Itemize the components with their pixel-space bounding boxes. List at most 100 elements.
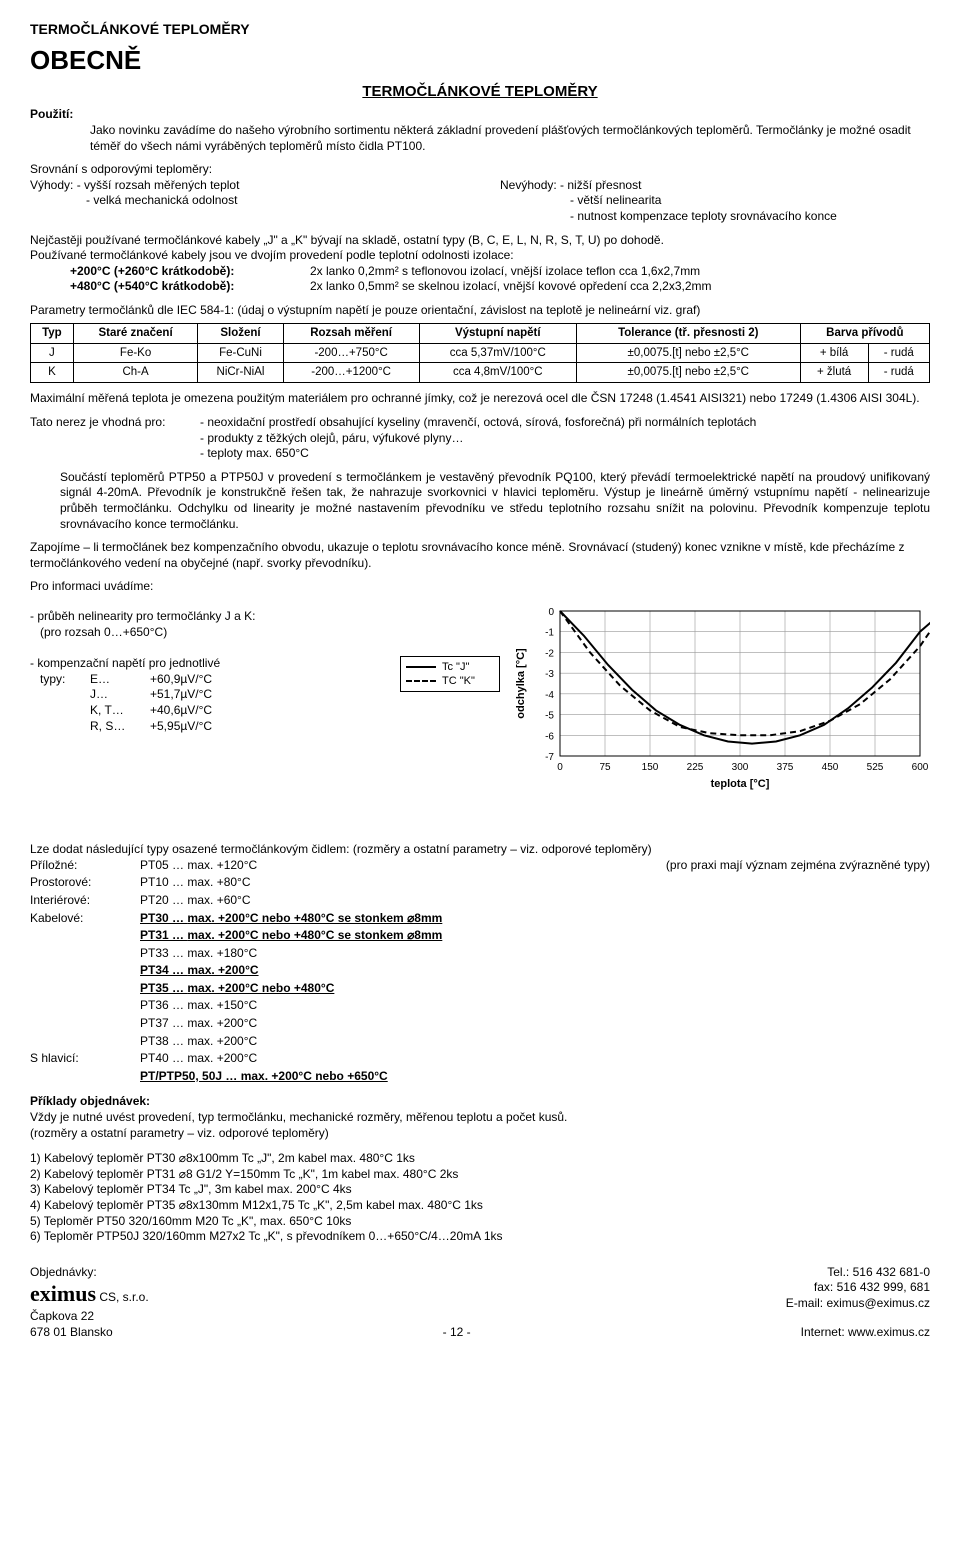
tabulka-intro: Parametry termočlánků dle IEC 584-1: (úd… <box>30 303 930 319</box>
pt-row: S hlavicí: PT40 … max. +200°C <box>30 1051 930 1067</box>
priklad-label: Příklady objednávek: <box>30 1094 930 1110</box>
table-cell: Ch-A <box>73 363 198 383</box>
svg-text:450: 450 <box>822 762 839 773</box>
pt-item: PT35 … max. +200°C nebo +480°C <box>140 981 334 997</box>
footer-page: - 12 - <box>443 1325 471 1341</box>
pt-row: PT/PTP50, 50J … max. +200°C nebo +650°C <box>30 1069 930 1085</box>
svg-text:0: 0 <box>548 607 554 618</box>
pt-row: Prostorové: PT10 … max. +80°C <box>30 875 930 891</box>
chart-legend: Tc "J"TC "K" <box>400 656 500 693</box>
kabely2: Používané termočlánkové kabely jsou ve d… <box>30 248 930 264</box>
nerez3: - teploty max. 650°C <box>200 446 756 462</box>
table-header: Složení <box>198 323 283 343</box>
svg-text:teplota [°C]: teplota [°C] <box>711 778 770 790</box>
table-cell: -200…+750°C <box>283 343 419 363</box>
pt-item: PT30 … max. +200°C nebo +480°C se stonke… <box>140 911 442 927</box>
kabely1: Nejčastěji používané termočlánkové kabel… <box>30 233 930 249</box>
pt-row: Příložné:PT05 … max. +120°C(pro praxi ma… <box>30 858 930 874</box>
pt-category <box>30 946 120 962</box>
pt-category: Prostorové: <box>30 875 120 891</box>
compare-label: Srovnání s odporovými teploměry: <box>30 162 930 178</box>
prubeh: - průběh nelinearity pro termočlánky J a… <box>30 609 490 625</box>
priklad-item: 6) Teploměr PTP50J 320/160mm M27x2 Tc „K… <box>30 1229 930 1245</box>
pt-category <box>30 1016 120 1032</box>
lze-dodat: Lze dodat následující typy osazené termo… <box>30 842 930 858</box>
priklad-item: 1) Kabelový teploměr PT30 ⌀8x100mm Tc „J… <box>30 1151 930 1167</box>
svg-text:-5: -5 <box>545 711 554 722</box>
komp-typy-label: typy: <box>40 672 90 734</box>
priklad-note: Vždy je nutné uvést provedení, typ termo… <box>30 1110 930 1126</box>
footer-fax: fax: 516 432 999, 681 <box>786 1280 930 1296</box>
table-cell: -200…+1200°C <box>283 363 419 383</box>
pt-item: PT36 … max. +150°C <box>140 998 257 1014</box>
footer-cs: CS, s.r.o. <box>96 1290 149 1304</box>
kabely-block: Nejčastěji používané termočlánkové kabel… <box>30 233 930 295</box>
svg-text:375: 375 <box>777 762 794 773</box>
pt-item: PT40 … max. +200°C <box>140 1051 257 1067</box>
pt-row: PT35 … max. +200°C nebo +480°C <box>30 981 930 997</box>
svg-text:600: 600 <box>912 762 929 773</box>
pt-note: (pro praxi mají význam zejména zvýrazněn… <box>666 858 930 874</box>
pt-category <box>30 1069 120 1085</box>
pt-row: PT34 … max. +200°C <box>30 963 930 979</box>
pt-row: PT38 … max. +200°C <box>30 1034 930 1050</box>
table-header: Staré značení <box>73 323 198 343</box>
kabely-r1b: 2x lanko 0,2mm² s teflonovou izolací, vn… <box>310 264 700 280</box>
pouziti-label: Použití: <box>30 107 73 121</box>
zapoj-para: Zapojíme – li termočlánek bez kompenzačn… <box>30 540 930 571</box>
svg-text:-3: -3 <box>545 669 554 680</box>
table-header: Tolerance (tř. přesnosti 2) <box>576 323 800 343</box>
footer-email: E-mail: eximus@eximus.cz <box>786 1296 930 1312</box>
pouziti-block: Použití: Jako novinku zavádíme do našeho… <box>30 107 930 154</box>
top-heading: TERMOČLÁNKOVÉ TEPLOMĚRY <box>30 20 930 38</box>
nerez-block: Tato nerez je vhodná pro: - neoxidační p… <box>30 415 930 462</box>
nerez1: - neoxidační prostředí obsahující kyseli… <box>200 415 756 431</box>
svg-text:-1: -1 <box>545 628 554 639</box>
table-header: Výstupní napětí <box>419 323 576 343</box>
pt-item: PT33 … max. +180°C <box>140 946 257 962</box>
pt-category: S hlavicí: <box>30 1051 120 1067</box>
table-cell: Fe-Ko <box>73 343 198 363</box>
kabely-r2a: +480°C (+540°C krátkodobě): <box>70 279 310 295</box>
priklad-block: Příklady objednávek: Vždy je nutné uvést… <box>30 1094 930 1244</box>
pt-item: PT31 … max. +200°C nebo +480°C se stonke… <box>140 928 442 944</box>
komp-row: E…+60,9µV/°C <box>90 672 212 688</box>
pt-item: PT34 … max. +200°C <box>140 963 259 979</box>
pt-item: PT37 … max. +200°C <box>140 1016 257 1032</box>
pt-row: Kabelové: PT30 … max. +200°C nebo +480°C … <box>30 911 930 927</box>
footer-web: Internet: www.eximus.cz <box>801 1325 930 1341</box>
komp-row: R, S…+5,95µV/°C <box>90 719 212 735</box>
pt-row: PT36 … max. +150°C <box>30 998 930 1014</box>
pt-category <box>30 928 120 944</box>
svg-text:75: 75 <box>599 762 611 773</box>
proinfo: Pro informaci uvádíme: <box>30 579 930 595</box>
table-cell: - rudá <box>868 343 929 363</box>
compare-block: Srovnání s odporovými teploměry: Výhody:… <box>30 162 930 224</box>
pt-row: PT37 … max. +200°C <box>30 1016 930 1032</box>
kabely-r1a: +200°C (+260°C krátkodobě): <box>70 264 310 280</box>
table-cell: J <box>31 343 74 363</box>
table-cell: ±0,0075.[t] nebo ±2,5°C <box>576 363 800 383</box>
table-cell: K <box>31 363 74 383</box>
table-header: Rozsah měření <box>283 323 419 343</box>
params-table: TypStaré značeníSloženíRozsah měřeníVýst… <box>30 323 930 384</box>
svg-text:0: 0 <box>557 762 563 773</box>
table-cell: + žlutá <box>800 363 868 383</box>
footer-addr2: 678 01 Blansko <box>30 1325 113 1341</box>
table-cell: NiCr-NiAl <box>198 363 283 383</box>
table-cell: - rudá <box>868 363 929 383</box>
table-cell: cca 4,8mV/100°C <box>419 363 576 383</box>
pouziti-body: Jako novinku zavádíme do našeho výrobníh… <box>90 123 930 154</box>
pt-row: Interiérové:PT20 … max. +60°C <box>30 893 930 909</box>
pt-item: PT10 … max. +80°C <box>140 875 251 891</box>
pt-category <box>30 963 120 979</box>
page-footer: Objednávky: eximus CS, s.r.o. Čapkova 22… <box>30 1265 930 1340</box>
table-cell: Fe-CuNi <box>198 343 283 363</box>
pt-category: Kabelové: <box>30 911 120 927</box>
disadv-label: Nevýhody: <box>500 178 557 192</box>
footer-tel: Tel.: 516 432 681-0 <box>786 1265 930 1281</box>
obecne-title: OBECNĚ <box>30 44 930 78</box>
table-row: KCh-ANiCr-NiAl-200…+1200°Ccca 4,8mV/100°… <box>31 363 930 383</box>
adv2: - velká mechanická odolnost <box>86 193 237 207</box>
priklad-note2: (rozměry a ostatní parametry – viz. odpo… <box>30 1126 930 1142</box>
